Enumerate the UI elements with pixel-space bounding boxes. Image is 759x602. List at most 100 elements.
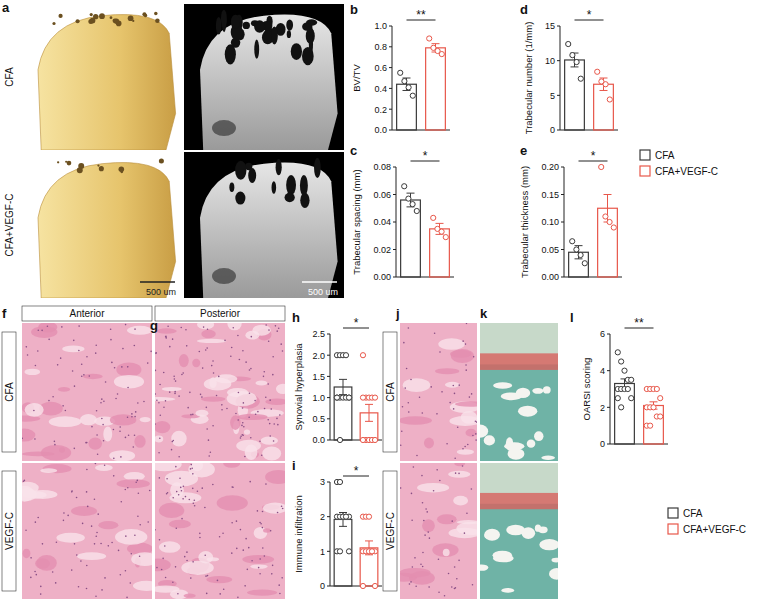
texture xyxy=(455,401,477,407)
texture xyxy=(73,340,75,342)
texture xyxy=(235,161,246,180)
texture xyxy=(493,554,514,562)
texture xyxy=(95,352,97,354)
image-bg xyxy=(22,323,152,461)
texture xyxy=(119,426,121,428)
image xyxy=(22,463,152,599)
texture xyxy=(67,515,69,517)
texture xyxy=(159,477,161,479)
texture xyxy=(532,388,543,394)
texture xyxy=(161,569,163,571)
texture xyxy=(469,396,471,398)
tick xyxy=(389,46,392,47)
texture xyxy=(259,558,261,560)
header-box xyxy=(22,306,152,321)
texture xyxy=(438,338,465,350)
texture xyxy=(95,344,97,346)
point xyxy=(622,368,627,373)
tick xyxy=(327,516,330,517)
texture xyxy=(159,541,181,553)
texture xyxy=(454,393,456,395)
texture xyxy=(97,453,99,455)
point xyxy=(427,36,432,41)
texture xyxy=(172,440,174,442)
texture xyxy=(472,435,474,437)
texture xyxy=(57,364,59,366)
texture xyxy=(201,330,215,338)
texture xyxy=(52,22,55,25)
panel-label: j xyxy=(395,306,400,321)
texture xyxy=(437,514,457,524)
texture xyxy=(551,558,558,563)
error-cap xyxy=(365,554,373,555)
texture xyxy=(172,497,174,499)
texture xyxy=(36,555,56,571)
tick xyxy=(557,130,560,131)
texture xyxy=(109,450,135,461)
texture xyxy=(254,40,259,59)
texture xyxy=(286,19,293,30)
texture xyxy=(198,551,213,563)
texture xyxy=(205,349,207,351)
error-cap xyxy=(339,526,347,527)
label-box xyxy=(2,332,16,452)
texture xyxy=(42,543,44,545)
texture xyxy=(61,326,63,328)
texture xyxy=(235,413,237,415)
point xyxy=(607,97,612,102)
texture xyxy=(34,438,36,440)
texture xyxy=(263,376,265,378)
bar xyxy=(598,208,618,277)
texture xyxy=(251,560,253,562)
bar xyxy=(334,519,352,586)
texture xyxy=(426,511,428,513)
texture xyxy=(120,456,122,458)
texture xyxy=(100,402,102,404)
texture xyxy=(201,397,226,402)
texture xyxy=(199,533,201,535)
texture xyxy=(135,481,137,483)
texture xyxy=(217,495,248,511)
point xyxy=(337,437,342,442)
texture xyxy=(155,559,171,572)
tick xyxy=(393,194,396,195)
texture xyxy=(277,424,279,426)
texture xyxy=(125,535,127,537)
error-cap xyxy=(407,193,415,194)
texture xyxy=(147,521,149,523)
texture xyxy=(457,449,474,454)
texture xyxy=(101,398,103,400)
texture xyxy=(264,555,266,557)
texture xyxy=(181,490,183,492)
texture xyxy=(163,372,165,374)
texture xyxy=(204,554,206,556)
texture xyxy=(56,541,58,543)
texture xyxy=(56,533,84,543)
tick xyxy=(389,109,392,110)
texture xyxy=(181,518,183,520)
texture xyxy=(243,402,245,404)
tick xyxy=(389,67,392,68)
point xyxy=(615,350,620,355)
texture xyxy=(110,328,112,330)
texture xyxy=(114,375,144,388)
texture xyxy=(197,323,214,329)
tick-label: 0.8 xyxy=(374,42,387,52)
texture xyxy=(400,568,431,578)
bar xyxy=(430,229,450,277)
texture xyxy=(480,424,488,437)
texture xyxy=(249,481,251,483)
texture xyxy=(453,496,468,506)
axis-title: Synovial hyperplasia xyxy=(293,343,304,431)
legend-label: CFA xyxy=(683,508,703,519)
image xyxy=(22,4,182,150)
tick xyxy=(327,551,330,552)
texture xyxy=(265,324,267,326)
texture xyxy=(231,347,233,349)
texture xyxy=(242,549,244,551)
texture xyxy=(83,374,103,379)
texture xyxy=(285,193,295,202)
texture xyxy=(23,549,31,558)
texture xyxy=(240,435,242,437)
texture xyxy=(245,538,247,540)
